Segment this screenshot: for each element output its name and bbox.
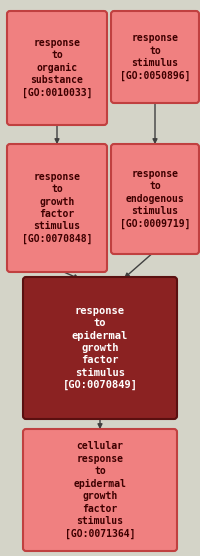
Text: response
to
endogenous
stimulus
[GO:0009719]: response to endogenous stimulus [GO:0009… [120,169,190,229]
FancyBboxPatch shape [23,277,177,419]
FancyBboxPatch shape [111,144,199,254]
Text: cellular
response
to
epidermal
growth
factor
stimulus
[GO:0071364]: cellular response to epidermal growth fa… [65,441,135,539]
Text: response
to
organic
substance
[GO:0010033]: response to organic substance [GO:001003… [22,38,92,98]
FancyBboxPatch shape [7,11,107,125]
Text: response
to
stimulus
[GO:0050896]: response to stimulus [GO:0050896] [120,33,190,81]
FancyBboxPatch shape [23,429,177,551]
Text: response
to
epidermal
growth
factor
stimulus
[GO:0070849]: response to epidermal growth factor stim… [62,306,138,390]
FancyBboxPatch shape [7,144,107,272]
FancyBboxPatch shape [111,11,199,103]
Text: response
to
growth
factor
stimulus
[GO:0070848]: response to growth factor stimulus [GO:0… [22,172,92,244]
